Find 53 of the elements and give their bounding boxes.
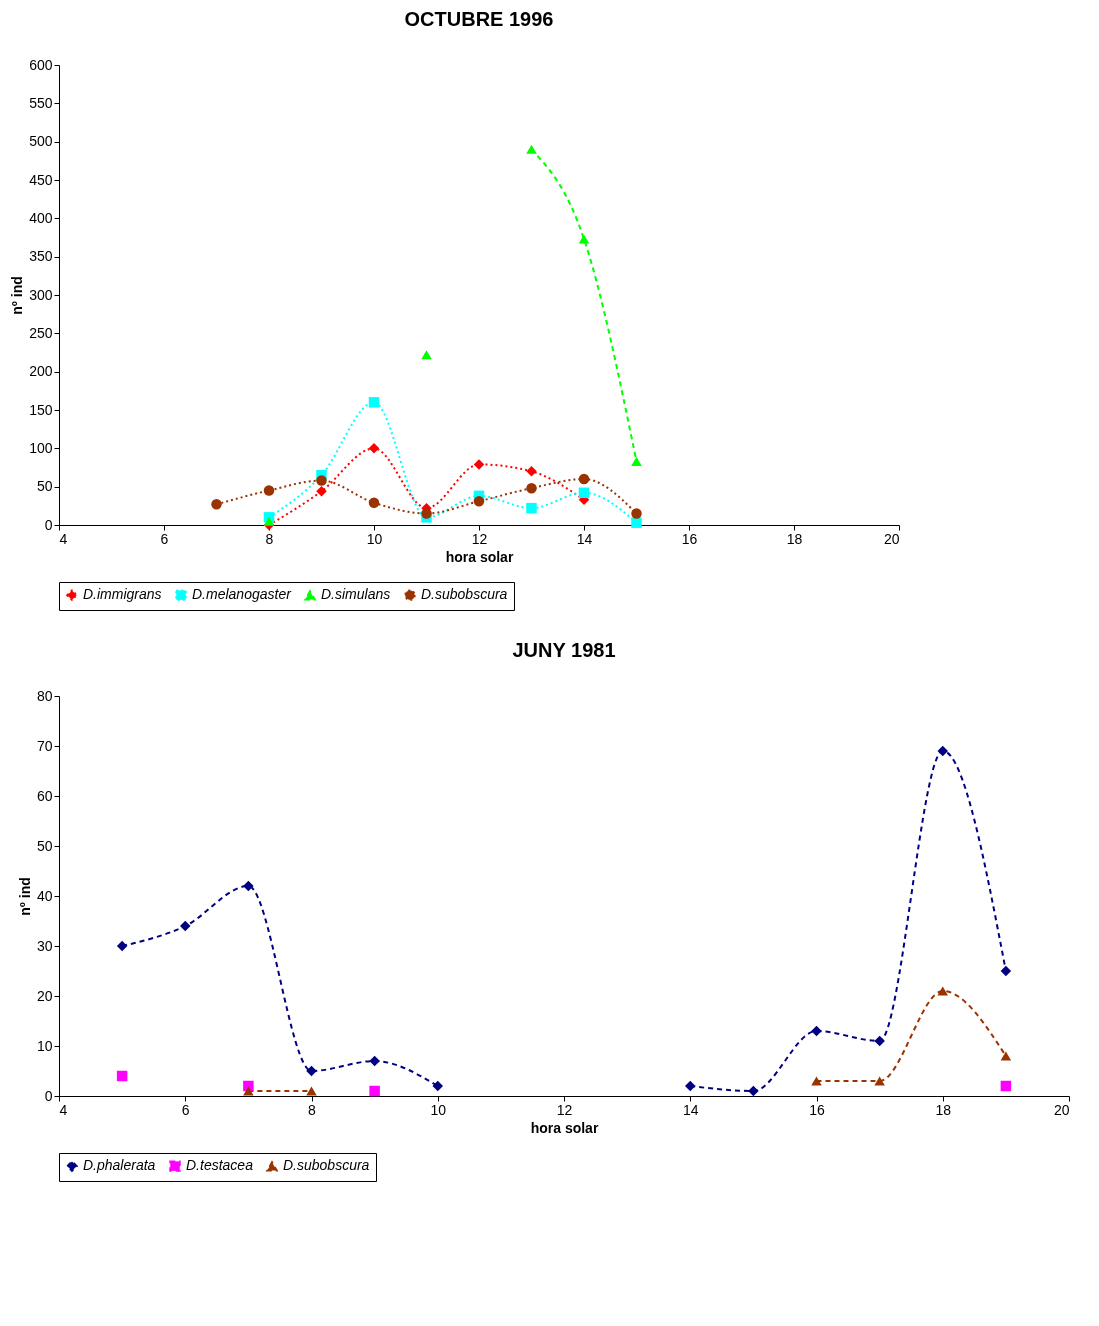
y-tick-label: 150 <box>29 401 53 418</box>
y-tick-label: 400 <box>29 209 53 226</box>
x-tick-label: 20 <box>1053 1101 1070 1118</box>
y-tick-label: 350 <box>29 248 53 265</box>
y-axis-title: nº ind <box>16 877 33 916</box>
y-tick-label: 50 <box>36 837 53 854</box>
y-tick-label: 100 <box>29 439 53 456</box>
y-tick-label: 70 <box>36 737 53 754</box>
y-tick-label: 200 <box>29 363 53 380</box>
x-tick-label: 12 <box>556 1101 573 1118</box>
y-tick-label: 450 <box>29 171 53 188</box>
x-tick-label: 20 <box>883 530 900 547</box>
x-tick-label: 18 <box>786 530 803 547</box>
y-tick-label: 600 <box>29 56 53 73</box>
chart-title: JUNY 1981 <box>512 639 616 661</box>
x-tick-label: 10 <box>366 530 383 547</box>
y-tick-label: 60 <box>36 787 53 804</box>
legend-label: D.phalerata <box>83 1157 156 1174</box>
y-tick-label: 10 <box>36 1037 53 1054</box>
x-tick-label: 4 <box>59 530 68 547</box>
y-tick-label: 50 <box>36 478 53 495</box>
legend-label: D.simulans <box>321 586 391 603</box>
x-tick-label: 14 <box>682 1101 699 1118</box>
x-tick-label: 16 <box>681 530 698 547</box>
y-tick-label: 80 <box>36 687 53 704</box>
x-tick-label: 18 <box>935 1101 952 1118</box>
x-tick-label: 6 <box>181 1101 190 1118</box>
y-tick-label: 0 <box>44 516 53 533</box>
x-tick-label: 4 <box>59 1101 68 1118</box>
x-tick-label: 6 <box>160 530 169 547</box>
legend-label: D.testacea <box>186 1157 254 1174</box>
y-tick-label: 0 <box>44 1087 53 1104</box>
y-tick-label: 30 <box>36 937 53 954</box>
x-axis-title: hora solar <box>530 1119 599 1136</box>
legend-label: D.immigrans <box>83 586 162 603</box>
x-tick-label: 8 <box>265 530 274 547</box>
y-tick-label: 20 <box>36 987 53 1004</box>
x-tick-label: 16 <box>809 1101 825 1118</box>
legend-label: D.subobscura <box>283 1157 370 1174</box>
x-axis-title: hora solar <box>445 548 514 565</box>
y-tick-label: 250 <box>29 324 53 341</box>
legend-label: D.melanogaster <box>192 586 293 603</box>
y-tick-label: 40 <box>36 887 53 904</box>
x-tick-label: 12 <box>471 530 488 547</box>
y-tick-label: 550 <box>29 94 53 111</box>
chart-title: OCTUBRE 1996 <box>404 8 554 30</box>
x-tick-label: 14 <box>576 530 593 547</box>
x-tick-label: 8 <box>308 1101 317 1118</box>
y-tick-label: 300 <box>29 286 53 303</box>
y-tick-label: 500 <box>29 133 53 150</box>
x-tick-label: 10 <box>430 1101 447 1118</box>
y-axis-title: nº ind <box>9 276 26 315</box>
legend-label: D.subobscura <box>421 586 508 603</box>
